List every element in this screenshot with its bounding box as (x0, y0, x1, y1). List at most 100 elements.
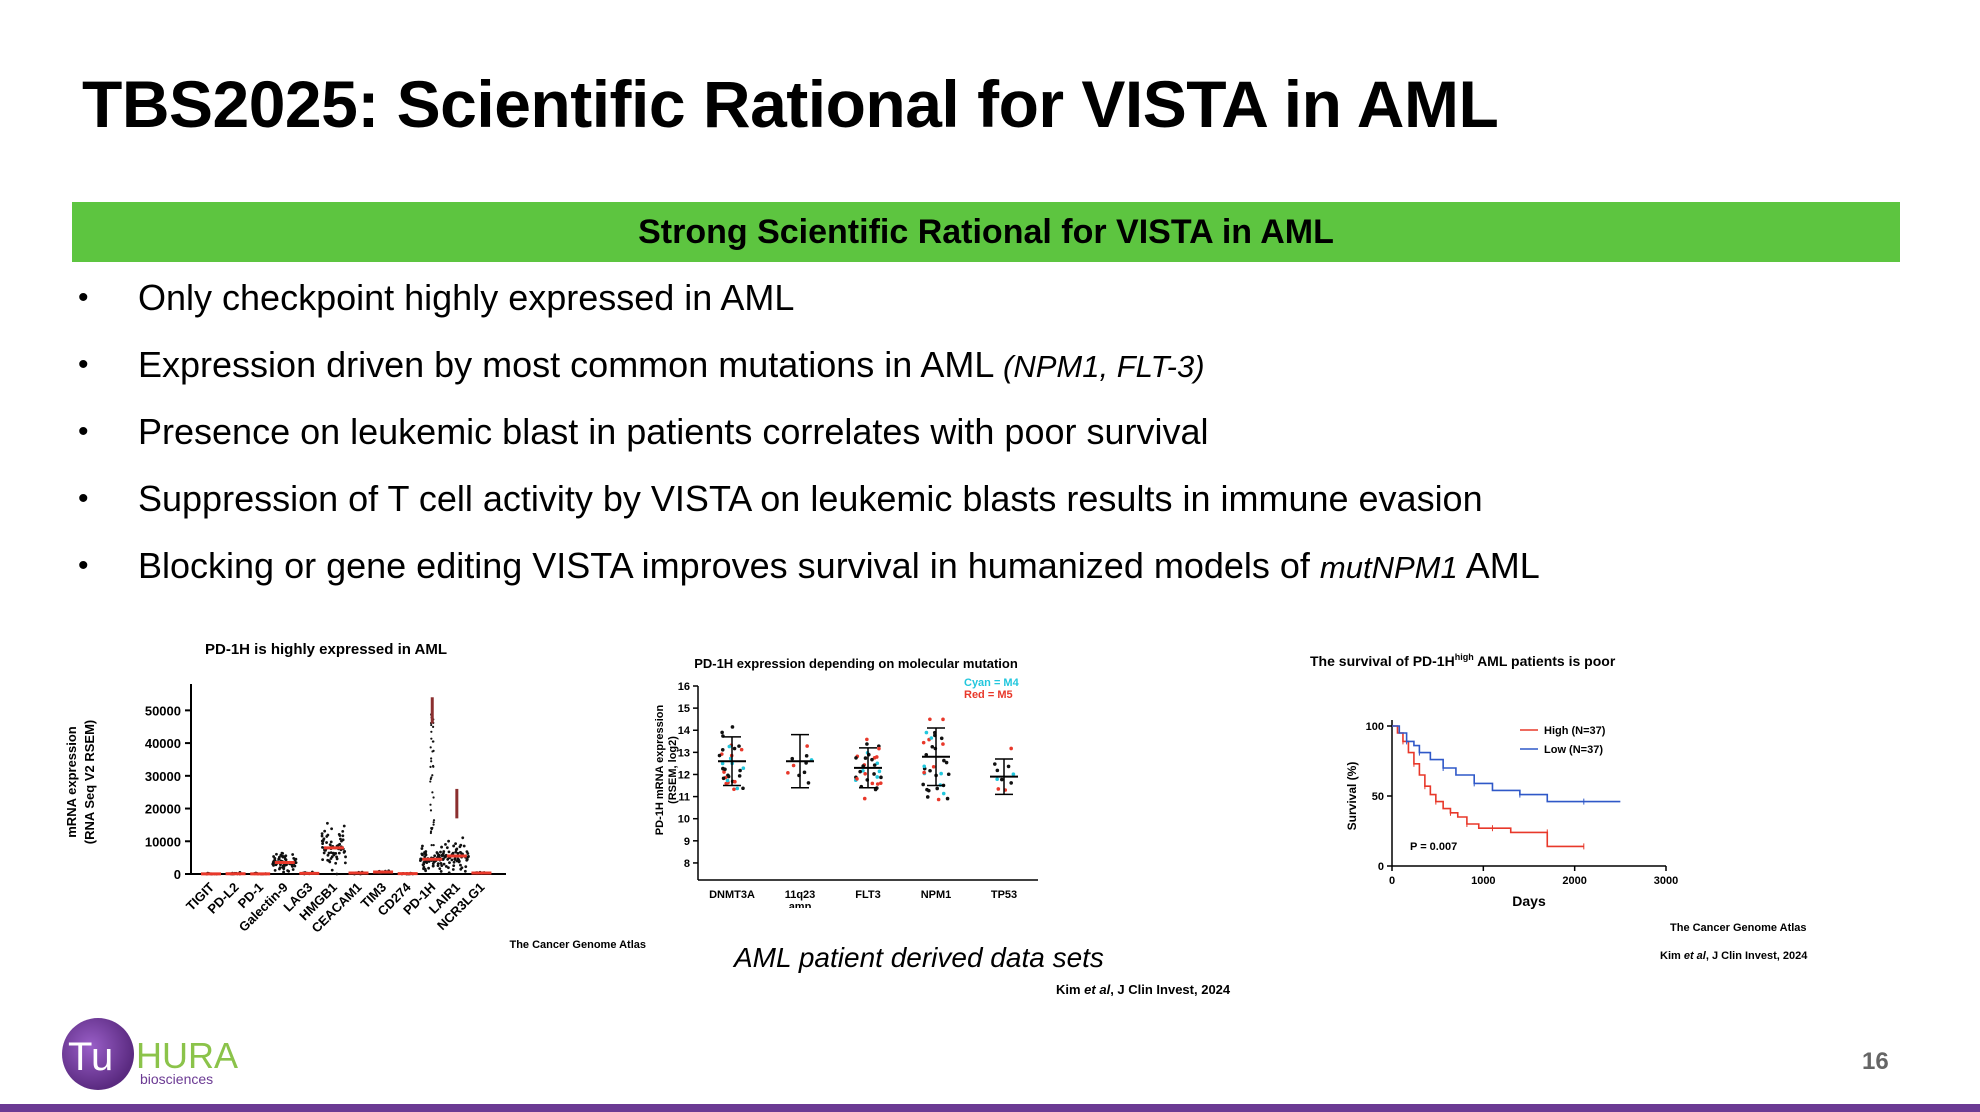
data-point (429, 809, 433, 812)
data-point (421, 844, 424, 848)
data-point (925, 795, 930, 799)
cite-author: Kim (1660, 950, 1684, 962)
data-point (279, 853, 283, 857)
data-point (936, 797, 941, 802)
y-tick-label: 11 (678, 792, 690, 804)
data-point (872, 763, 877, 767)
data-point (929, 736, 934, 740)
data-point (321, 842, 325, 845)
x-tick-label: DNMT3A (709, 889, 755, 901)
bullet-item: • Only checkpoint highly expressed in AM… (78, 272, 1878, 339)
data-point (327, 851, 331, 855)
data-point (326, 821, 329, 825)
data-point (335, 855, 338, 859)
bullet-text-main: Expression driven by most common mutatio… (138, 344, 1004, 385)
data-point (874, 755, 879, 759)
data-point (733, 779, 737, 784)
data-point (274, 863, 278, 867)
bullet-item: • Blocking or gene editing VISTA improve… (78, 540, 1878, 607)
bullet-text: Presence on leukemic blast in patients c… (138, 411, 1209, 452)
data-point (735, 786, 740, 791)
data-point (931, 764, 936, 769)
data-point (459, 850, 462, 854)
data-point (453, 858, 457, 861)
data-point (939, 771, 943, 776)
data-point (422, 865, 426, 869)
data-point (281, 864, 285, 868)
data-point (922, 770, 926, 775)
chart-title: PD-1H is highly expressed in AML (205, 641, 447, 658)
data-point (272, 863, 275, 867)
data-point (806, 781, 811, 785)
data-point (284, 857, 287, 861)
data-point (432, 844, 435, 847)
footer-bar (0, 1104, 1980, 1112)
data-point (865, 742, 869, 746)
data-point (720, 761, 725, 766)
data-point (294, 861, 298, 865)
legend-entry: High (N=37) (1544, 725, 1606, 737)
data-point (342, 824, 346, 828)
data-point (320, 834, 324, 838)
bullet-text-italic: (NPM1, FLT-3) (1003, 349, 1205, 384)
data-point (431, 864, 435, 868)
cite-rest: , J Clin Invest, 2024 (1705, 950, 1808, 962)
data-point (802, 770, 807, 775)
data-point (459, 863, 462, 867)
data-point (925, 787, 929, 792)
data-point (939, 736, 944, 741)
y-tick-label: 40000 (145, 736, 181, 751)
data-point (432, 821, 435, 824)
y-tick-label: 9 (684, 836, 690, 848)
data-point (717, 753, 722, 758)
data-point (721, 776, 726, 781)
data-point (438, 867, 442, 871)
data-point (737, 774, 742, 778)
cite-rest: , J Clin Invest, 2024 (1110, 982, 1231, 997)
data-point (335, 872, 339, 876)
data-point (467, 854, 470, 858)
data-point (420, 847, 424, 850)
section-banner: Strong Scientific Rational for VISTA in … (72, 202, 1900, 262)
data-point (996, 787, 1001, 791)
data-point (326, 833, 330, 837)
data-point (429, 777, 432, 781)
data-point (875, 782, 880, 786)
slide-title: TBS2025: Scientific Rational for VISTA i… (82, 67, 1499, 141)
data-point (277, 857, 281, 861)
data-point (439, 861, 443, 865)
data-point (928, 717, 932, 722)
data-point (447, 839, 450, 843)
data-point (290, 864, 294, 868)
legend-entry: Cyan = M4 (964, 677, 1020, 689)
data-point (329, 851, 333, 855)
data-point (805, 744, 809, 748)
bullet-text-tail: AML (1457, 545, 1540, 586)
bullet-text: Blocking or gene editing VISTA improves … (138, 540, 1540, 594)
data-point (339, 837, 342, 841)
data-point (439, 869, 443, 873)
data-point (323, 829, 327, 833)
data-point (720, 747, 725, 752)
y-tick-label: 8 (684, 858, 690, 870)
data-point (273, 857, 277, 860)
data-point (460, 866, 464, 870)
data-point (1011, 772, 1016, 777)
data-point (451, 868, 455, 871)
data-point (286, 869, 290, 872)
data-point (332, 851, 336, 855)
y-tick-label: 0 (1378, 861, 1384, 873)
data-point (873, 787, 878, 792)
data-point (430, 723, 433, 727)
data-point (863, 771, 867, 776)
data-point (861, 768, 865, 773)
data-point (275, 852, 278, 856)
expression-chart: PD-1H is highly expressed in AML mRNA exp… (64, 641, 646, 951)
data-point (791, 763, 796, 768)
data-point (452, 860, 456, 864)
bullet-text: Expression driven by most common mutatio… (138, 339, 1205, 393)
bullet-item: • Expression driven by most common mutat… (78, 339, 1878, 406)
data-point (941, 742, 945, 746)
data-point (421, 863, 425, 867)
data-point (462, 844, 466, 848)
